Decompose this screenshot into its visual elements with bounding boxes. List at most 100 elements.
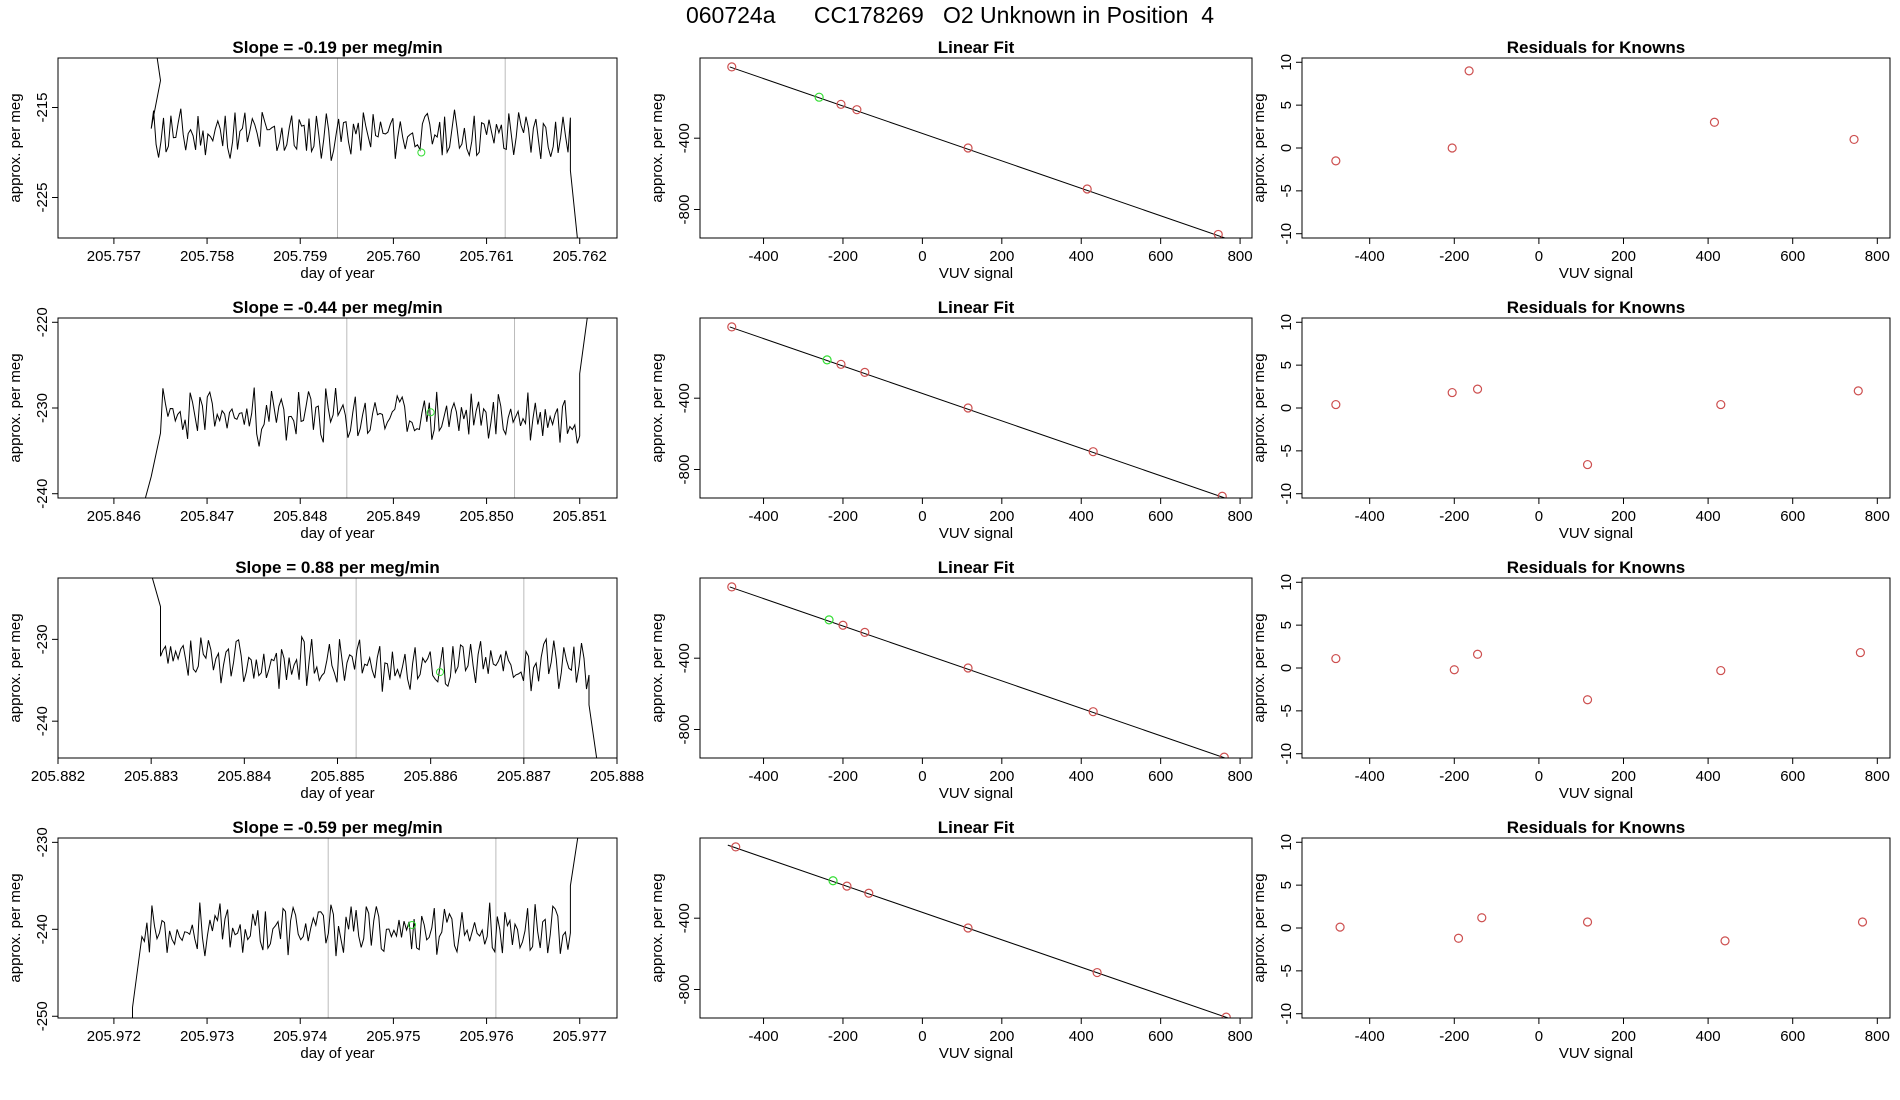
x-tick-label: 205.757	[87, 248, 141, 265]
x-axis-label: VUV signal	[1559, 265, 1633, 282]
known-point	[860, 367, 870, 377]
plot-frame	[699, 577, 1253, 759]
x-tick-label: 800	[1865, 1028, 1890, 1045]
x-tick-label: 205.758	[180, 248, 234, 265]
known-point	[1453, 933, 1464, 943]
x-tick-label: 800	[1228, 1028, 1253, 1045]
x-tick-label: 200	[1611, 1028, 1636, 1045]
panel-title: Residuals for Knowns	[1507, 38, 1686, 57]
y-tick-label: 5	[1278, 881, 1295, 889]
y-tick-label: -5	[1278, 184, 1295, 197]
x-tick-label: -400	[749, 768, 779, 785]
panel-title: Slope = -0.19 per meg/min	[232, 38, 442, 57]
known-point	[1857, 917, 1868, 927]
known-point	[1477, 913, 1487, 923]
x-tick-label: 600	[1780, 508, 1805, 525]
known-point	[963, 403, 973, 413]
y-tick-label: -220	[34, 307, 51, 337]
x-tick-label: 400	[1069, 508, 1094, 525]
known-point	[731, 842, 741, 852]
y-axis-label: approx. per meg	[649, 93, 666, 202]
x-tick-label: 0	[1535, 768, 1543, 785]
x-tick-label: 205.883	[124, 768, 178, 785]
y-tick-label: -400	[676, 123, 693, 153]
x-tick-label: 600	[1148, 1028, 1173, 1045]
y-tick-label: -5	[1278, 444, 1295, 457]
known-point	[1082, 184, 1092, 194]
x-tick-label: 400	[1696, 248, 1721, 265]
data-trace	[151, 578, 598, 758]
y-tick-label: -10	[1278, 483, 1295, 505]
y-tick-label: -230	[34, 393, 51, 423]
x-tick-label: 205.975	[366, 1028, 420, 1045]
x-tick-label: 200	[1611, 508, 1636, 525]
panel-r4-timeseries: Slope = -0.59 per meg/min 205.972 205.973 2…	[7, 818, 618, 1062]
y-axis-label: approx. per meg	[1251, 353, 1268, 462]
y-tick-label: 0	[1278, 664, 1295, 672]
plot-area	[727, 322, 1227, 498]
y-tick-label: -10	[1278, 1003, 1295, 1025]
known-point	[1853, 386, 1863, 396]
panel-title: Residuals for Knowns	[1507, 818, 1686, 837]
known-point	[727, 322, 737, 332]
y-axis-label: approx. per meg	[649, 353, 666, 462]
known-point	[1335, 922, 1345, 932]
known-point	[727, 62, 737, 72]
y-axis-label: approx. per meg	[649, 613, 666, 722]
plot-area	[150, 58, 578, 238]
fit-line	[729, 326, 1227, 498]
x-tick-label: 205.761	[459, 248, 513, 265]
x-tick-label: 0	[1535, 1028, 1543, 1045]
known-point	[963, 663, 973, 673]
x-axis-label: VUV signal	[939, 525, 1013, 542]
page-title: 060724a CC178269 O2 Unknown in Position …	[685, 2, 1215, 28]
known-point	[1716, 399, 1726, 410]
x-axis-label: VUV signal	[939, 785, 1013, 802]
known-point	[1855, 647, 1865, 658]
plot-area	[727, 582, 1229, 758]
y-tick-label: -400	[676, 643, 693, 673]
x-tick-label: 600	[1148, 768, 1173, 785]
plot-frame	[57, 837, 618, 1019]
x-tick-label: 800	[1865, 248, 1890, 265]
x-tick-label: -200	[828, 508, 858, 525]
panel-r4-linear-fit: Linear Fit -400 -200 0 200 400 600 800 VUV signa…	[649, 818, 1253, 1062]
plot-area	[132, 838, 579, 1018]
unknown-sample-point	[435, 668, 444, 677]
x-tick-label: 600	[1780, 248, 1805, 265]
data-trace	[144, 318, 588, 498]
x-tick-label: 800	[1865, 508, 1890, 525]
unknown-sample-point	[828, 876, 838, 886]
x-tick-label: 800	[1228, 508, 1253, 525]
known-point	[1092, 967, 1102, 978]
y-tick-label: -800	[676, 714, 693, 744]
plot-area	[151, 578, 598, 758]
x-tick-label: -400	[749, 1028, 779, 1045]
x-tick-label: 205.888	[590, 768, 644, 785]
x-tick-label: 0	[918, 768, 926, 785]
y-tick-label: -240	[34, 706, 51, 736]
known-point	[1088, 707, 1098, 717]
fit-line	[729, 586, 1227, 758]
y-tick-label: 0	[1278, 924, 1295, 932]
x-tick-label: 800	[1228, 248, 1253, 265]
plot-frame	[699, 57, 1253, 239]
plot-area	[144, 318, 588, 498]
x-axis-label: VUV signal	[1559, 785, 1633, 802]
x-axis-label: day of year	[300, 525, 374, 542]
fit-line	[727, 844, 1229, 1018]
x-tick-label: -400	[1355, 508, 1385, 525]
y-tick-label: 5	[1278, 621, 1295, 629]
plot-frame	[1301, 837, 1891, 1019]
x-tick-label: 0	[1535, 508, 1543, 525]
y-axis-label: approx. per meg	[1251, 873, 1268, 982]
unknown-sample-point	[426, 408, 435, 417]
known-point	[1447, 143, 1457, 153]
plot-frame	[1301, 57, 1891, 239]
panel-title: Slope = -0.59 per meg/min	[232, 818, 442, 837]
y-tick-label: 10	[1278, 574, 1295, 591]
data-trace	[132, 838, 579, 1018]
known-point	[836, 359, 846, 369]
panel-title: Slope = 0.88 per meg/min	[235, 558, 440, 577]
